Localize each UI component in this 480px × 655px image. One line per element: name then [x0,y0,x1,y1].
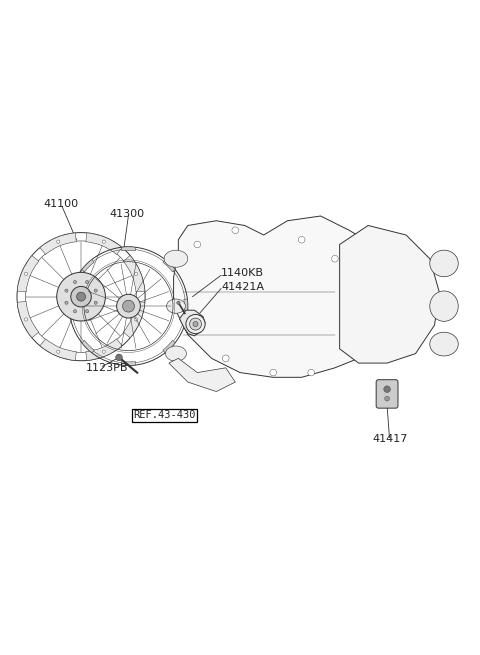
Circle shape [232,227,239,234]
Wedge shape [69,299,73,313]
Circle shape [73,280,77,284]
Circle shape [193,322,198,327]
Polygon shape [169,358,235,392]
Circle shape [134,318,138,321]
Circle shape [384,396,389,401]
Text: 41417: 41417 [373,434,408,444]
Wedge shape [82,259,94,272]
Circle shape [190,318,202,330]
Circle shape [57,350,60,353]
Wedge shape [86,339,122,360]
Circle shape [65,301,68,305]
Wedge shape [17,301,39,338]
Circle shape [384,386,390,392]
Wedge shape [184,299,188,313]
Circle shape [73,310,77,313]
Circle shape [24,272,28,276]
Polygon shape [340,225,439,363]
Circle shape [116,354,122,361]
Text: 41300: 41300 [109,209,144,219]
Wedge shape [121,247,136,251]
Circle shape [186,314,205,333]
Wedge shape [123,301,145,338]
Wedge shape [82,341,94,353]
Wedge shape [17,255,39,292]
Ellipse shape [166,346,186,361]
Circle shape [122,300,134,312]
Wedge shape [163,259,175,272]
Circle shape [77,292,85,301]
Circle shape [102,350,106,353]
Circle shape [57,272,106,321]
Wedge shape [123,255,145,292]
Ellipse shape [430,332,458,356]
Wedge shape [86,233,122,254]
Circle shape [85,280,89,284]
Ellipse shape [164,250,188,267]
FancyBboxPatch shape [376,380,398,408]
Circle shape [57,240,60,243]
Text: 1123PB: 1123PB [86,363,128,373]
Wedge shape [40,233,76,254]
Text: REF.43-430: REF.43-430 [133,410,196,421]
Ellipse shape [430,291,458,322]
Ellipse shape [430,250,458,276]
Wedge shape [163,341,175,353]
Circle shape [71,286,91,307]
Polygon shape [180,310,205,336]
Circle shape [24,318,28,321]
Text: 1140KB: 1140KB [221,268,264,278]
Wedge shape [40,339,76,360]
Circle shape [117,294,140,318]
Circle shape [194,241,201,248]
Circle shape [85,310,89,313]
Circle shape [222,355,229,362]
Circle shape [94,301,97,305]
Polygon shape [174,216,396,377]
Circle shape [65,289,68,292]
Circle shape [270,369,276,376]
Text: 41100: 41100 [43,199,78,209]
Wedge shape [121,362,136,365]
Circle shape [102,240,106,243]
Circle shape [134,272,138,276]
Circle shape [308,369,314,376]
Ellipse shape [167,299,185,313]
Circle shape [177,301,180,305]
Circle shape [299,236,305,243]
Circle shape [332,255,338,262]
Text: 41421A: 41421A [221,282,264,292]
Circle shape [194,317,201,324]
Circle shape [94,289,97,292]
